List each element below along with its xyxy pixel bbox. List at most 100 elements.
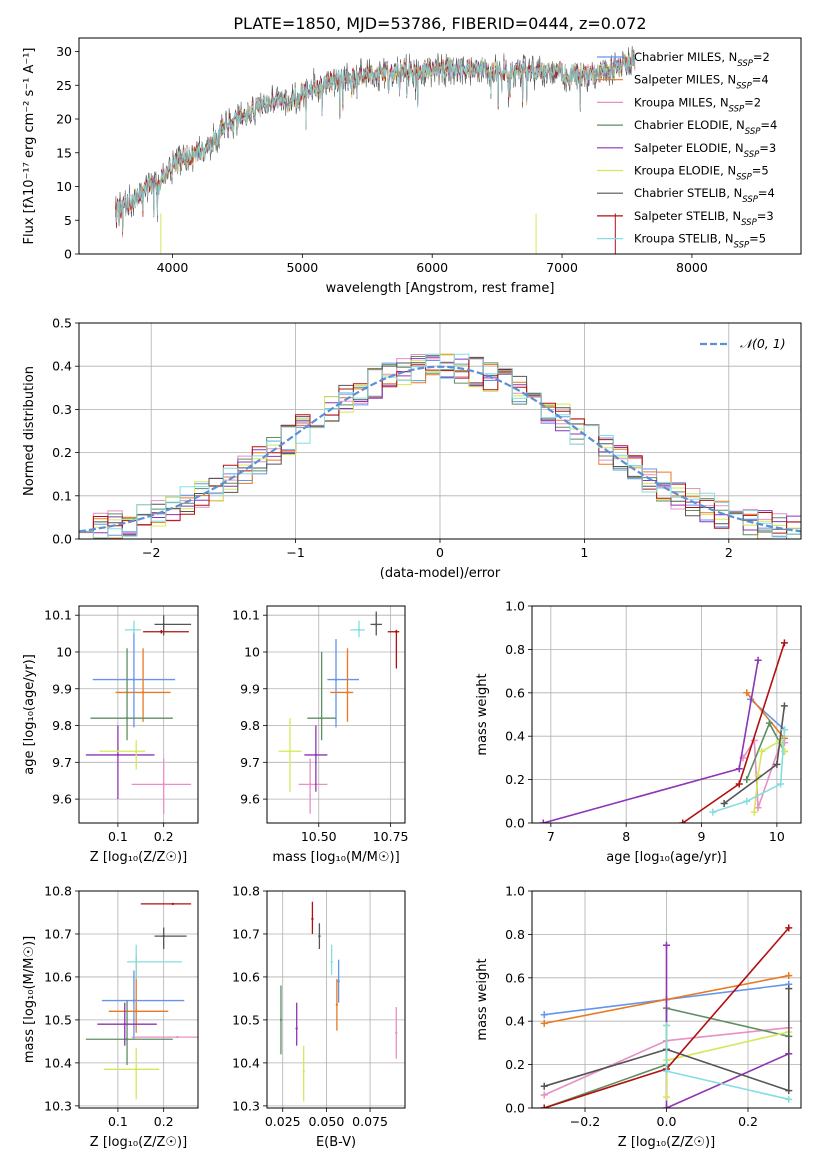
spectrum-x-tick-label: 7000 [546,260,578,275]
weight_vs_Z-marker [663,1067,670,1075]
weight_vs_Z-series-line [543,988,790,1092]
mass_vs_ebv-point [337,980,340,983]
weight_vs_Z-marker [785,1087,793,1095]
weight_vs_Z-y-axis-label: mass weight [475,958,490,1040]
residuals-y-tick-label: 0.0 [52,532,72,547]
mass_vs_Z-x-axis-label: Z [log₁₀(Z/Z☉)] [90,1135,187,1150]
mass_vs_ebv-frame [266,890,406,1109]
mass_vs_Z-y-tick-label: 10.4 [44,1055,72,1070]
weight_vs_Z-marker [785,972,793,980]
mass_vs_Z-y-axis-label: mass [log₁₀(M/M☉)] [22,936,37,1063]
weight_vs_Z-plot-area [540,924,793,1108]
age_vs_Z-point [135,750,138,753]
age_vs_mass-point [395,630,398,633]
residuals-x-tick-label: −2 [142,545,160,560]
mass_vs_Z-x-tick-label: 0.1 [108,1114,128,1129]
weight_vs_Z-series-line [665,945,790,1108]
weight_vs_age-marker [720,799,728,807]
mass_vs_ebv-point [395,1031,398,1035]
age_vs_Z-point [132,628,136,632]
weight_vs_Z-y-tick-label: 1.0 [505,884,525,899]
weight_vs_Z-panel: −0.2 0.0 0.2 0.0 0.2 0.4 0.6 0.8 1.0 Z [log₁₀(Z/Z… [475,884,802,1150]
residuals-frame [78,322,802,540]
spectrum-frame [78,37,802,255]
mass_vs_ebv-point [335,1003,339,1007]
age_vs_Z-point [132,678,136,681]
spectrum-plot-area [115,46,636,254]
mass_vs_Z-panel: 0.1 0.2 10.3 10.4 10.5 10.6 10.7 10.8 Z [log₁₀(Z… [22,884,199,1150]
residuals-y-tick-label: 0.5 [52,316,72,331]
mass_vs_ebv-y-tick-label: 10.6 [232,969,260,984]
age_vs_Z-panel: 0.1 0.2 9.6 9.7 9.8 9.9 10 10.1 Z [log₁₀(Z/Z☉)] a… [22,605,199,865]
age_vs_mass-point [288,750,292,753]
weight_vs_Z-marker [540,1019,548,1027]
weight_vs_age-marker [754,804,762,812]
spectrum-line-1 [115,53,636,238]
weight_vs_Z-marker [785,985,793,993]
age_vs_Z-point [116,753,120,757]
mass_vs_ebv-x-tick-label: 0.050 [308,1114,344,1129]
mass_vs_Z-grid [79,890,198,1108]
age_vs_mass-point [357,628,361,632]
mass_vs_ebv-y-tick-label: 10.8 [232,884,260,899]
weight_vs_age-marker [773,760,781,768]
age_vs_mass-plot-area [278,611,400,814]
weight_vs_age-series-line [746,692,786,739]
spectrum-x-axis-label: wavelength [Angstrom, rest frame] [326,281,555,296]
weight_vs_age-y-tick-label: 0.2 [505,772,525,787]
mass_vs_ebv-x-axis-label: E(B-V) [316,1135,356,1150]
weight_vs_Z-y-tick-label: 0.6 [505,970,525,985]
weight_vs_Z-marker [663,1022,670,1030]
spectrum-legend: Chabrier MILES, NSSP=2 Salpeter MILES, NS… [597,50,777,251]
weight_vs_Z-y-tick-label: 0.8 [505,927,525,942]
age_vs_mass-x-axis-label: mass [log₁₀(M/M☉)] [272,850,399,865]
weight_vs_Z-y-tick-label: 0.2 [505,1057,525,1072]
mass_vs_Z-y-tick-label: 10.8 [44,884,72,899]
mass_vs_ebv-point [318,934,321,938]
weight_vs_age-marker [743,776,751,784]
weight_vs_age-x-axis-label: age [log₁₀(age/yr)] [606,850,727,865]
spectrum-y-tick-label: 20 [56,112,72,127]
age_vs_Z-y-axis-label: age [log₁₀(age/yr)] [22,654,37,775]
age_vs_mass-point [375,623,378,626]
mass_vs_Z-y-tick-label: 10.7 [44,926,72,941]
weight_vs_age-y-axis-label: mass weight [475,673,490,755]
mass_vs_ebv-point [295,1027,298,1030]
mass_vs_Z-point [135,960,138,964]
spectrum-legend-entry: Kroupa MILES, NSSP=2 [634,95,761,114]
weight_vs_age-y-tick-label: 0.0 [505,816,525,831]
spectrum-legend-entry: Salpeter STELIB, NSSP=3 [634,209,774,228]
age_vs_mass-panel: 10.50 10.75 9.6 9.7 9.8 9.9 10 10.1 mass [log₁₀(… [232,605,409,865]
mass_vs_ebv-plot-area [279,901,398,1102]
age_vs_mass-point [320,716,323,720]
mass_vs_Z-point [132,999,136,1002]
weight_vs_Z-marker [540,1091,548,1099]
age_vs_Z-y-tick-label: 9.6 [52,792,72,807]
weight_vs_Z-marker [540,1082,548,1090]
spectrum-legend-entry: Kroupa STELIB, NSSP=5 [634,232,766,251]
weight_vs_age-marker [780,726,788,734]
spectrum-legend-entry: Chabrier MILES, NSSP=2 [634,50,770,69]
mass_vs_ebv-point [279,1018,283,1022]
age_vs_mass-point [308,783,312,786]
weight_vs_age-frame [531,605,802,824]
spectrum-x-tick-label: 6000 [416,260,448,275]
mass_vs_Z-point [135,1068,138,1071]
mass_vs_ebv-point [330,960,333,964]
normal-curve [79,365,801,533]
residual-legend-label: 𝒩(0, 1) [740,336,786,351]
figure-title: PLATE=1850, MJD=53786, FIBERID=0444, z=0… [233,14,646,33]
age_vs_mass-y-tick-label: 9.8 [240,718,260,733]
residuals-panel: −2 −1 0 1 2 0.0 0.1 0.2 0.3 0.4 0.5 (data-model)/er… [22,316,802,581]
age_vs_Z-y-tick-label: 9.9 [52,681,72,696]
spectrum-y-tick-label: 15 [56,145,72,160]
age_vs_Z-point [141,691,145,694]
weight_vs_age-marker [780,639,788,647]
age_vs_mass-y-tick-label: 9.9 [240,681,260,696]
mass_vs_ebv-panel: 0.025 0.050 0.075 10.3 10.4 10.5 10.6 10.7 10.8 E… [232,884,406,1150]
weight_vs_Z-marker [663,941,670,949]
age_vs_Z-x-tick-label: 0.1 [108,829,128,844]
mass_vs_Z-point [162,934,165,938]
weight_vs_Z-marker [540,1011,548,1019]
weight_vs_Z-x-tick-label: 0.2 [738,1114,758,1129]
